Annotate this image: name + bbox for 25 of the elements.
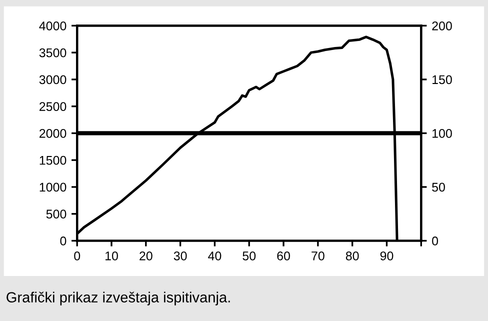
y2-tick-label: 50: [432, 182, 445, 192]
y-tick-label: 4000: [39, 21, 66, 30]
y2-tick-label: 0: [432, 236, 438, 246]
text: Grafički prikaz izveštaja ispitivanja.: [6, 292, 230, 306]
y-tick-label: 3500: [39, 48, 66, 58]
x-tick-label: 10: [106, 251, 118, 260]
y-tick-label: 0: [60, 236, 66, 246]
x-tick-label: 70: [312, 251, 324, 260]
y-tick-label: 1500: [40, 156, 66, 165]
x-tick-label: 60: [277, 251, 290, 260]
y-tick-label: 3000: [39, 75, 66, 84]
x-tick-label: 20: [140, 251, 152, 260]
x-tick-label: 80: [346, 251, 359, 260]
x-tick-label: 30: [174, 251, 187, 260]
x-tick-label: 90: [380, 251, 394, 260]
x-tick-label: 50: [242, 251, 256, 260]
y-tick-label: 1000: [40, 182, 66, 192]
y2-tick-label: 200: [432, 21, 452, 30]
y-tick-label: 500: [46, 210, 66, 219]
y-tick-label: 2000: [40, 129, 66, 138]
x-tick-label: 40: [208, 251, 222, 260]
y2-tick-label: 100: [432, 129, 452, 138]
y2-tick-label: 150: [432, 75, 452, 84]
y-tick-label: 2500: [40, 102, 66, 111]
x-tick-label: 0: [74, 251, 80, 260]
